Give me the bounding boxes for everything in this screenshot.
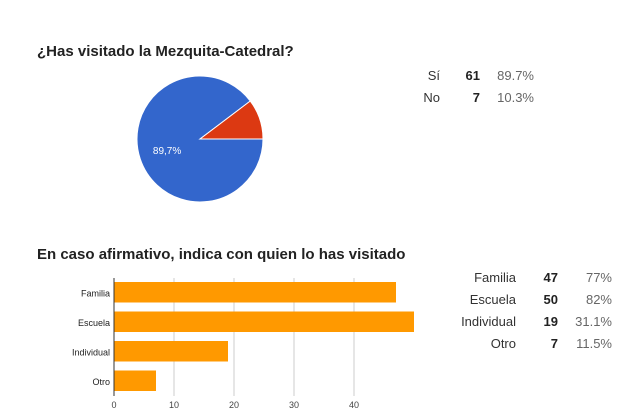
bar-individual — [114, 341, 228, 362]
question-1-title: ¿Has visitado la Mezquita-Catedral? — [37, 43, 294, 60]
summary-count: 7 — [472, 89, 480, 105]
summary-label: Individual — [461, 313, 516, 329]
summary-count: 47 — [543, 269, 558, 285]
bar-otro — [114, 370, 156, 391]
summary-label: Escuela — [469, 291, 516, 307]
visited-summary-table: Sí 61 89.7% No 7 10.3% — [410, 64, 534, 108]
summary-label: Otro — [490, 335, 516, 351]
summary-label: Familia — [474, 269, 516, 285]
bar-escuela — [114, 311, 414, 332]
summary-percent: 89.7% — [497, 67, 534, 83]
summary-row-no: No 7 10.3% — [410, 86, 534, 108]
summary-label: No — [423, 89, 440, 105]
pie-slice-no — [198, 100, 264, 140]
summary-row-si: Sí 61 89.7% — [410, 64, 534, 86]
summary-row-individual: Individual 19 31.1% — [452, 310, 612, 332]
summary-row-escuela: Escuela 50 82% — [452, 288, 612, 310]
summary-label: Sí — [427, 67, 440, 83]
summary-percent: 82% — [585, 291, 612, 307]
companion-summary-table: Familia 47 77% Escuela 50 82% Individual… — [452, 266, 612, 354]
x-tick-label: 0 — [111, 400, 116, 410]
category-label: Individual — [72, 347, 110, 357]
question-2-title: En caso afirmativo, indica con quien lo … — [37, 246, 406, 263]
pie-slice-label: 89,7% — [153, 146, 181, 157]
category-label: Familia — [81, 288, 110, 298]
x-tick-label: 10 — [169, 400, 179, 410]
x-tick-label: 20 — [229, 400, 239, 410]
summary-count: 61 — [465, 67, 480, 83]
bar-familia — [114, 282, 396, 303]
summary-percent: 77% — [585, 269, 612, 285]
category-label: Escuela — [78, 318, 110, 328]
summary-percent: 10.3% — [497, 89, 534, 105]
category-label: Otro — [92, 377, 110, 387]
summary-row-familia: Familia 47 77% — [452, 266, 612, 288]
companion-bar-chart: Familia Escuela Individual Otro 0 10 20 30 40 — [72, 278, 414, 410]
x-tick-label: 30 — [289, 400, 299, 410]
x-tick-label: 40 — [349, 400, 359, 410]
summary-row-otro: Otro 7 11.5% — [452, 332, 612, 354]
summary-count: 50 — [543, 291, 558, 307]
visited-pie-chart: 89,7% — [136, 75, 264, 203]
summary-percent: 31.1% — [575, 313, 612, 329]
summary-percent: 11.5% — [576, 335, 612, 351]
summary-count: 7 — [550, 335, 558, 351]
summary-count: 19 — [543, 313, 558, 329]
